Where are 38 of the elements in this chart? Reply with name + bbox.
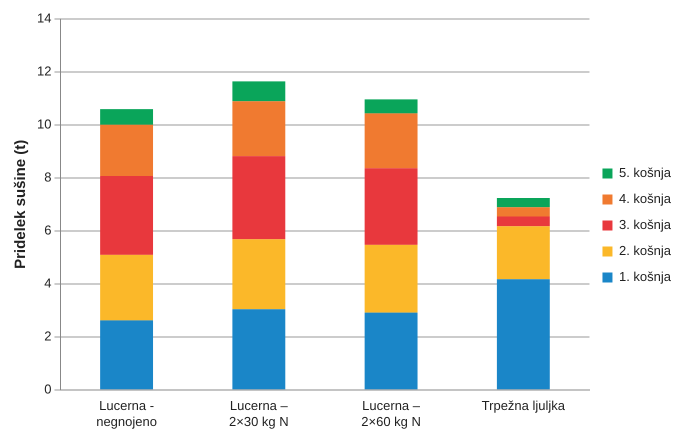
x-tick-label: Lucerna – 2×60 kg N (361, 398, 421, 429)
y-tick-label: 0 (44, 381, 52, 396)
y-axis-title: Pridelek sušine (t) (12, 140, 30, 269)
bar (232, 156, 286, 240)
legend-label: 2. košnja (618, 243, 672, 258)
legend-label: 5. košnja (618, 165, 672, 180)
y-tick-label: 14 (36, 10, 52, 26)
bar (100, 254, 154, 320)
bar (100, 124, 154, 176)
x-tick-label: Lucerna – 2×30 kg N (229, 398, 289, 429)
bar (364, 244, 418, 313)
bar (496, 279, 550, 390)
bar (100, 320, 154, 390)
bar (364, 99, 418, 114)
y-tick-label: 6 (44, 222, 52, 238)
legend-label: 3. košnja (618, 217, 672, 232)
bar (496, 226, 550, 280)
bar (496, 198, 550, 208)
y-tick-label: 4 (44, 275, 52, 290)
y-tick-label: 8 (44, 169, 52, 184)
bar (232, 309, 286, 390)
bar (364, 113, 418, 168)
bar (496, 207, 550, 216)
legend-label: 1. košnja (618, 269, 672, 284)
y-tick-label: 2 (44, 328, 52, 344)
bar (232, 81, 286, 102)
y-tick-label: 12 (36, 63, 52, 78)
legend-label: 4. košnja (618, 191, 672, 206)
y-tick-label: 10 (36, 116, 52, 132)
bar (100, 176, 154, 255)
bar (364, 168, 418, 245)
x-tick-label: Lucerna - negnojeno (96, 398, 157, 429)
bar (364, 312, 418, 390)
x-tick-label: Trpežna ljuljka (482, 398, 566, 414)
bar (232, 239, 286, 310)
bar (100, 109, 154, 125)
bar (496, 216, 550, 226)
bar (232, 101, 286, 156)
